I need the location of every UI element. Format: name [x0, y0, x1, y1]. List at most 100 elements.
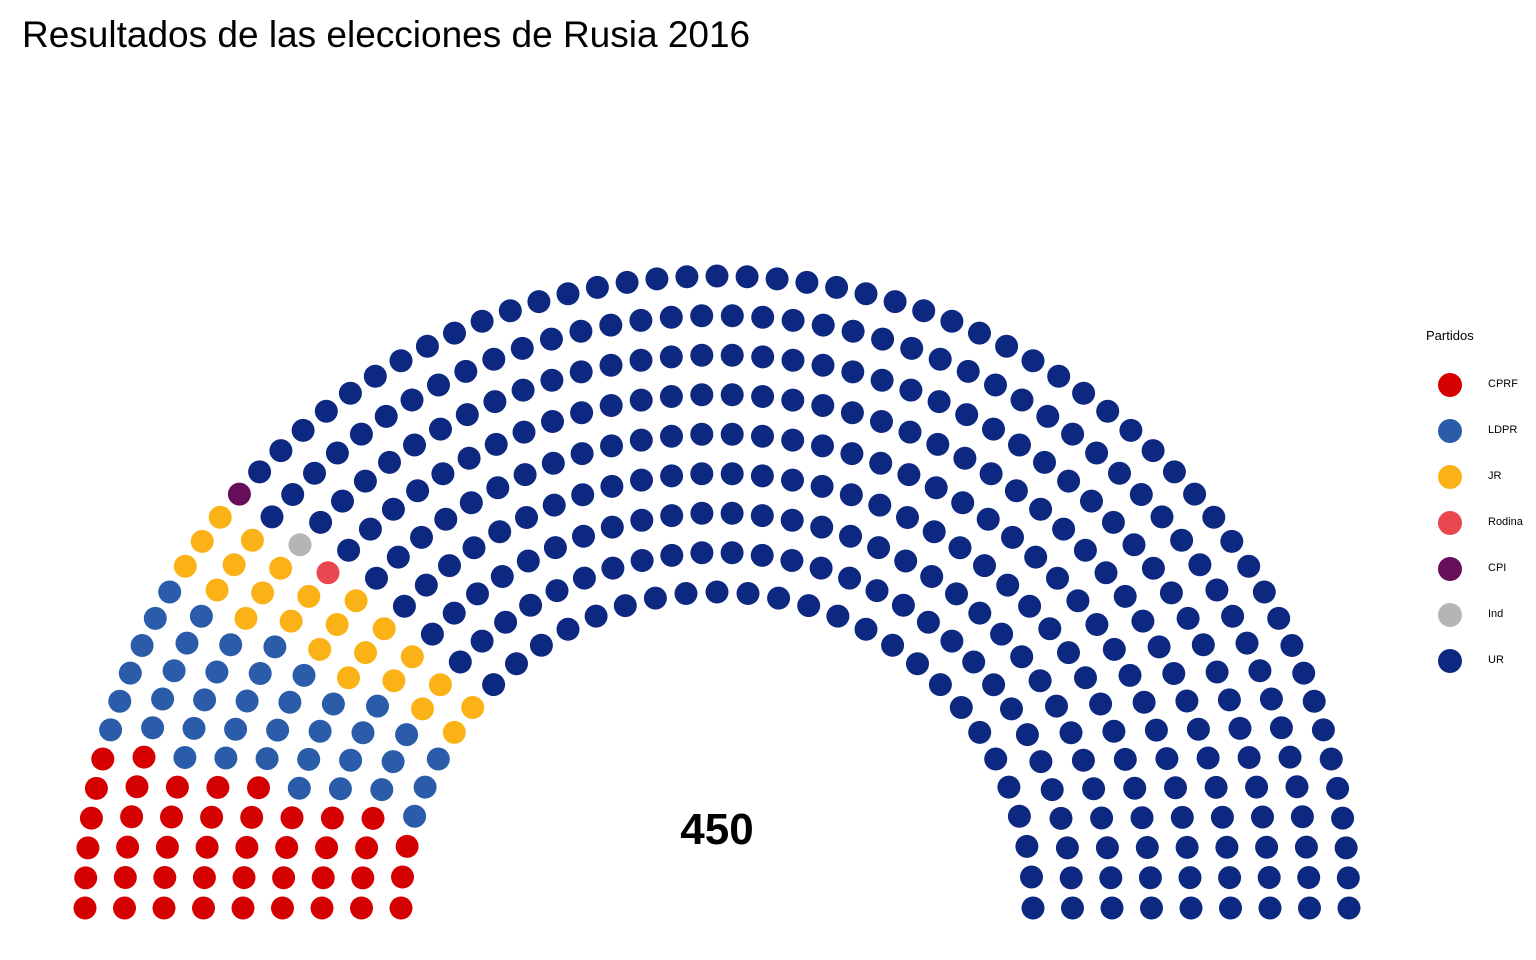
- seat-ur: [1140, 896, 1163, 920]
- seat-ur: [484, 432, 508, 456]
- legend-key-cpi: [1438, 557, 1462, 581]
- seat-ur: [443, 321, 466, 345]
- seat-ur: [920, 565, 944, 588]
- seat-cprf: [91, 747, 115, 771]
- seat-ur: [314, 399, 338, 423]
- seat-ur: [1191, 633, 1215, 657]
- seat-ur: [1007, 804, 1031, 828]
- seat-ur: [1162, 460, 1186, 484]
- seat-ur: [1179, 896, 1203, 920]
- seat-ur: [572, 566, 596, 590]
- seat-ur: [1131, 609, 1155, 633]
- seat-ur: [1175, 835, 1199, 859]
- seat-cprf: [155, 835, 179, 859]
- seat-jr: [269, 556, 293, 580]
- seat-ur: [659, 305, 683, 329]
- seat-ur: [629, 348, 653, 372]
- seat-ur: [906, 652, 929, 676]
- seat-ur: [720, 501, 744, 525]
- seat-ur: [515, 506, 538, 529]
- seat-ur: [751, 345, 775, 369]
- legend-item-rodina: Rodina: [1426, 511, 1534, 557]
- seat-jr: [344, 589, 368, 613]
- seat-ur: [1302, 689, 1326, 713]
- legend-label: Rodina: [1488, 516, 1523, 528]
- seat-ur: [570, 401, 594, 425]
- seat-ur: [1046, 566, 1069, 590]
- seat-ur: [281, 483, 305, 506]
- seat-ur: [1290, 805, 1314, 829]
- seat-ur: [891, 593, 915, 617]
- seat-jr: [382, 669, 406, 693]
- seat-ur: [629, 428, 653, 452]
- seat-ur: [1235, 631, 1259, 655]
- seat-ur: [365, 566, 388, 590]
- seat-ur: [896, 506, 919, 529]
- seat-ur: [389, 349, 413, 373]
- seat-ur: [928, 347, 952, 371]
- seat-ur: [466, 582, 489, 606]
- seat-ur: [1029, 497, 1053, 521]
- seat-ldpr: [287, 776, 311, 800]
- seat-ur: [420, 622, 444, 646]
- seat-ur: [720, 343, 744, 367]
- seat-ur: [735, 265, 759, 289]
- seat-ur: [410, 525, 433, 549]
- total-seats-label: 450: [680, 805, 753, 854]
- seat-ur: [984, 373, 1007, 397]
- seat-ur: [1205, 578, 1229, 602]
- seat-ur: [826, 604, 850, 628]
- seat-ur: [539, 327, 563, 351]
- seat-ur: [956, 359, 980, 383]
- seat-ur: [1015, 723, 1039, 747]
- seat-ur: [1257, 866, 1281, 889]
- seat-ur: [982, 673, 1006, 697]
- seat-ur: [1040, 778, 1064, 802]
- seat-ur: [556, 282, 580, 306]
- seat-ur: [1123, 776, 1147, 800]
- chart-title: Resultados de las elecciones de Rusia 20…: [22, 14, 751, 55]
- legend-label: CPI: [1488, 562, 1507, 574]
- seat-ur: [1010, 645, 1034, 669]
- seat-ldpr: [189, 604, 213, 628]
- legend-item-ur: UR: [1426, 649, 1534, 695]
- seat-ur: [900, 336, 924, 360]
- seat-ldpr: [308, 719, 332, 743]
- seat-ur: [529, 633, 553, 657]
- seat-ur: [973, 554, 996, 578]
- seat-ur: [751, 305, 775, 329]
- seat-ldpr: [141, 716, 165, 740]
- seat-cprf: [247, 776, 270, 800]
- seat-ldpr: [248, 662, 272, 685]
- seat-cprf: [125, 775, 149, 799]
- seat-ur: [926, 432, 950, 456]
- seat-ur: [1336, 866, 1360, 890]
- seat-ur: [353, 469, 377, 493]
- seat-ur: [720, 462, 744, 486]
- seat-cprf: [275, 836, 299, 859]
- seat-ur: [1248, 659, 1272, 683]
- seat-ur: [870, 410, 893, 433]
- seat-ldpr: [182, 716, 206, 740]
- seat-ur: [1269, 716, 1293, 740]
- legend: Partidos CPRF LDPR JR Rodina CPI Ind UR: [1426, 328, 1534, 695]
- seat-cprf: [160, 805, 183, 829]
- seat-ur: [1052, 517, 1076, 541]
- seat-ur: [303, 461, 326, 485]
- seat-jr: [208, 505, 232, 529]
- seat-ldpr: [162, 659, 186, 683]
- seat-ur: [541, 451, 565, 475]
- seat-ur: [1319, 747, 1343, 771]
- seat-ur: [325, 441, 349, 465]
- seat-ur: [429, 417, 452, 441]
- seat-ur: [1122, 533, 1146, 557]
- seat-ur: [797, 594, 821, 618]
- seat-ur: [1085, 441, 1109, 465]
- seat-ur: [690, 422, 714, 446]
- seat-ur: [720, 541, 744, 565]
- seat-ur: [1204, 775, 1228, 799]
- seat-ur: [349, 422, 373, 446]
- seat-ur: [1175, 689, 1199, 713]
- seat-ur: [1294, 835, 1318, 859]
- seat-ur: [1285, 775, 1309, 799]
